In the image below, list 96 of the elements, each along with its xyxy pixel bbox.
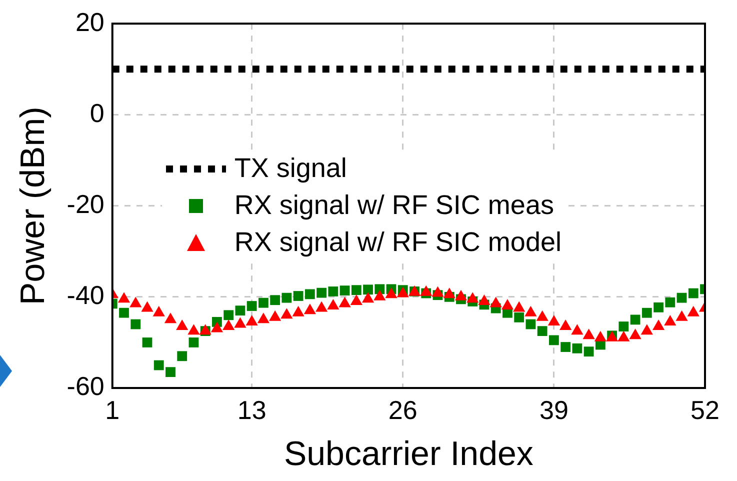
point [454,290,468,300]
x-tick-label: 13 [237,394,266,425]
point [257,312,270,324]
point [466,292,479,303]
point [315,301,328,312]
point [385,288,398,298]
point [177,351,188,362]
point [362,292,374,303]
point [572,343,582,354]
point [282,292,292,303]
point [630,314,640,325]
x-tick-label: 26 [388,394,418,425]
point [513,301,526,312]
x-axis-title: Subcarrier Index [284,434,534,473]
point [166,367,176,378]
x-tick-label: 52 [690,394,720,425]
point [130,296,142,308]
y-tick-label: -20 [66,188,104,219]
point [270,295,280,306]
point [594,330,606,342]
point [688,288,698,298]
point [374,290,386,300]
point [304,304,316,314]
point [629,328,642,340]
point [268,310,282,321]
point [536,310,548,321]
point [490,296,502,308]
point [304,289,315,300]
point [292,306,304,316]
point [618,330,630,342]
point [676,310,688,321]
point [526,319,536,330]
point [176,320,188,330]
y-axis-title: Power (dBm) [14,106,52,305]
point [640,324,653,335]
y-tick-label: 20 [75,6,104,37]
point [142,338,152,348]
point [141,301,154,312]
point [164,312,177,324]
point [328,286,338,296]
point [548,335,559,346]
point [246,301,257,311]
y-tick-label: -60 [66,371,104,402]
point [584,346,594,357]
point [374,284,385,294]
point [119,308,129,318]
point [188,324,200,335]
point [571,324,584,335]
point [188,338,199,348]
point [130,319,141,330]
point [654,302,664,312]
point [559,320,572,330]
point [152,306,165,316]
point [514,312,524,322]
point [443,288,456,298]
y-tick-label: 0 [90,98,104,128]
point [210,322,224,332]
point [642,308,652,318]
point [338,296,351,308]
legend-label: RX signal w/ RF SIC model [234,226,562,260]
point [432,286,444,297]
point [478,294,490,305]
point [420,285,432,296]
point [327,299,340,310]
point [316,288,326,298]
point [280,308,293,319]
point [524,306,537,316]
point [582,328,595,340]
point [118,292,130,303]
point [560,342,571,352]
point [234,317,246,328]
x-tick-label: 39 [539,394,568,425]
point [665,297,676,308]
point [676,292,687,303]
point [548,314,560,326]
point [235,306,246,316]
point [537,326,548,336]
point [351,285,362,296]
point [618,322,629,332]
point [293,291,304,301]
point [501,299,514,310]
point [652,320,665,330]
legend-label: RX signal w/ RF SIC meas [234,189,554,222]
y-tick-label: -40 [66,280,104,310]
point [340,286,350,296]
point [687,306,700,316]
point [258,298,268,308]
point [664,314,676,326]
point [154,360,164,370]
point [350,294,362,305]
point [363,284,373,295]
x-tick-label: 1 [105,394,120,425]
legend-label: TX signal [234,152,347,186]
point [224,310,234,320]
point [222,320,235,330]
point [246,314,258,326]
